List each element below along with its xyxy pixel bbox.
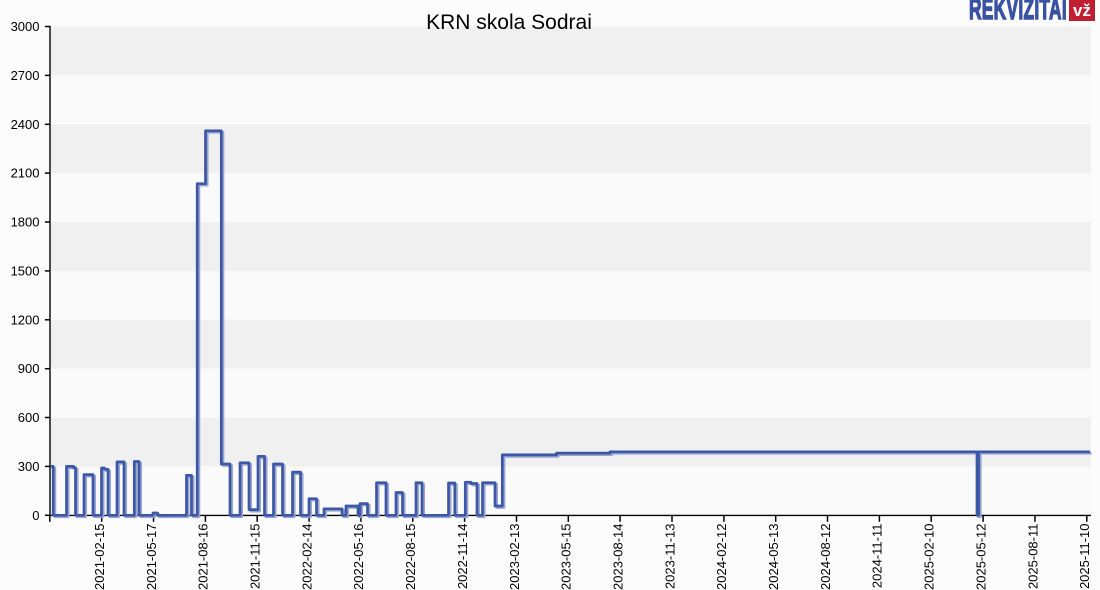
svg-text:2400: 2400 <box>11 117 40 132</box>
svg-text:2024-11-11: 2024-11-11 <box>870 524 885 589</box>
svg-text:2021-02-15: 2021-02-15 <box>92 524 107 590</box>
svg-text:2022-05-16: 2022-05-16 <box>351 524 366 590</box>
svg-text:2100: 2100 <box>11 166 40 181</box>
svg-text:2023-05-15: 2023-05-15 <box>559 524 574 590</box>
svg-text:300: 300 <box>18 459 40 474</box>
svg-text:2025-08-11: 2025-08-11 <box>1025 524 1040 590</box>
svg-text:3000: 3000 <box>11 19 40 34</box>
svg-text:1200: 1200 <box>11 312 40 327</box>
svg-text:2700: 2700 <box>11 68 40 83</box>
svg-text:2021-05-17: 2021-05-17 <box>144 524 159 590</box>
svg-text:2025-11-10: 2025-11-10 <box>1077 524 1092 590</box>
svg-text:2024-08-12: 2024-08-12 <box>818 524 833 590</box>
svg-text:2022-02-14: 2022-02-14 <box>299 524 314 590</box>
svg-text:2022-11-14: 2022-11-14 <box>455 524 470 590</box>
svg-text:0: 0 <box>32 508 39 523</box>
svg-text:600: 600 <box>18 410 40 425</box>
svg-text:1500: 1500 <box>11 263 40 278</box>
svg-text:2025-05-12: 2025-05-12 <box>973 524 988 590</box>
svg-text:2024-05-13: 2024-05-13 <box>766 524 781 590</box>
svg-text:2022-08-15: 2022-08-15 <box>403 524 418 590</box>
svg-text:2023-11-13: 2023-11-13 <box>662 524 677 590</box>
svg-text:2025-02-10: 2025-02-10 <box>922 524 937 590</box>
svg-text:2024-02-12: 2024-02-12 <box>714 524 729 590</box>
svg-text:2023-02-13: 2023-02-13 <box>507 524 522 590</box>
svg-text:1800: 1800 <box>11 215 40 230</box>
svg-text:2021-08-16: 2021-08-16 <box>196 524 211 590</box>
svg-text:2021-11-15: 2021-11-15 <box>248 524 263 590</box>
svg-text:900: 900 <box>18 361 40 376</box>
svg-text:2023-08-14: 2023-08-14 <box>610 524 625 590</box>
